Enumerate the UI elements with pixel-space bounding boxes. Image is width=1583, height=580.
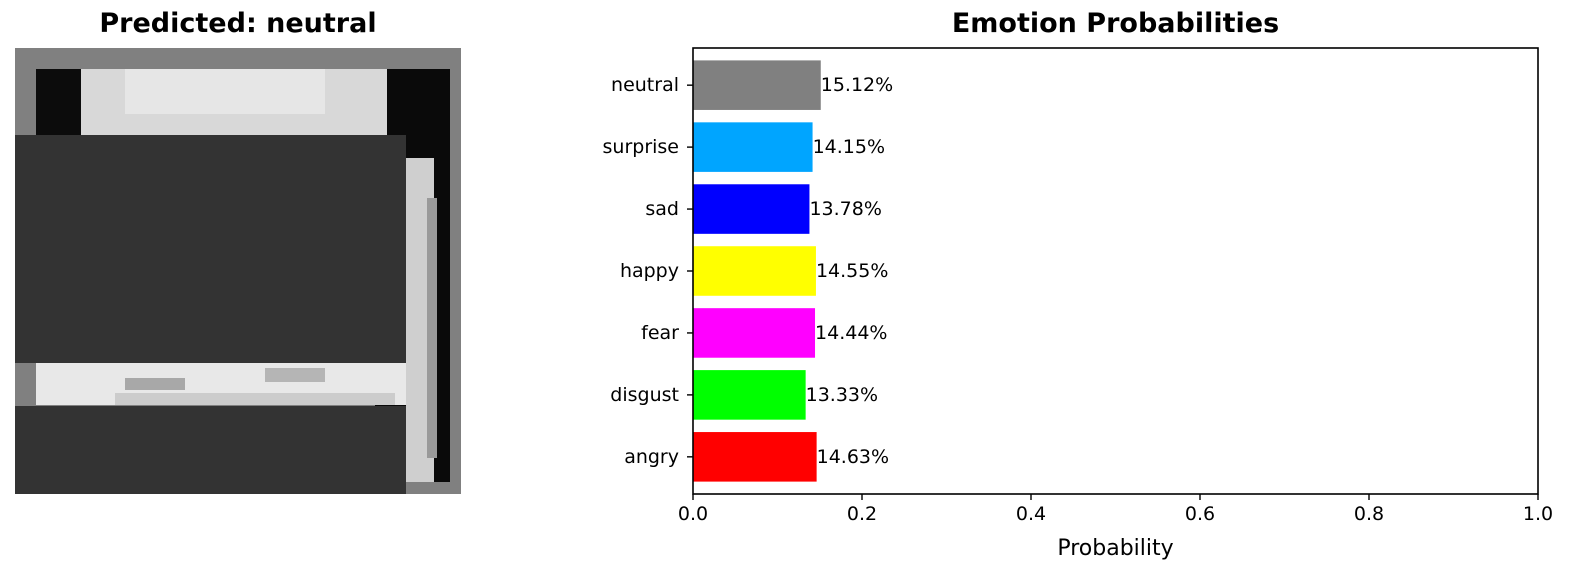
x-tick-label: 0.4 bbox=[1016, 503, 1046, 525]
data-label-disgust: 13.33% bbox=[806, 384, 878, 406]
ticks-layer: angry disgust fear happy sad surprise neutral 0… bbox=[603, 74, 1554, 525]
y-tick-label-sad: sad bbox=[645, 198, 679, 220]
bar-angry bbox=[693, 432, 817, 482]
data-label-surprise: 14.15% bbox=[813, 136, 885, 158]
x-tick-label: 0.6 bbox=[1185, 503, 1215, 525]
y-tick-label-angry: angry bbox=[624, 446, 679, 468]
bar-surprise bbox=[693, 122, 813, 172]
plot-frame bbox=[692, 47, 1539, 495]
bar-happy bbox=[693, 246, 816, 296]
data-label-neutral: 15.12% bbox=[821, 74, 893, 96]
y-tick-label-happy: happy bbox=[620, 260, 679, 282]
bars-layer: 14.63% 13.33% 14.44% 14.55% 13.78% 14.15% 15.1… bbox=[693, 60, 893, 482]
bar-fear bbox=[693, 308, 816, 358]
data-label-fear: 14.44% bbox=[815, 322, 887, 344]
x-tick-label: 0.0 bbox=[678, 503, 708, 525]
x-tick-label: 1.0 bbox=[1523, 503, 1553, 525]
face-image bbox=[15, 48, 461, 494]
data-label-sad: 13.78% bbox=[809, 198, 881, 220]
y-tick-label-surprise: surprise bbox=[603, 136, 680, 158]
data-label-happy: 14.55% bbox=[816, 260, 888, 282]
x-tick-label: 0.2 bbox=[847, 503, 877, 525]
x-axis-label: Probability bbox=[1057, 536, 1173, 561]
bar-disgust bbox=[693, 370, 806, 420]
y-tick-label-disgust: disgust bbox=[610, 384, 679, 406]
x-tick-label: 0.8 bbox=[1354, 503, 1384, 525]
y-tick-label-fear: fear bbox=[641, 322, 679, 344]
y-tick-label-neutral: neutral bbox=[611, 74, 679, 96]
chart-title: Emotion Probabilities bbox=[951, 8, 1280, 39]
bar-neutral bbox=[693, 60, 821, 110]
image-title: Predicted: neutral bbox=[99, 8, 377, 39]
bar-sad bbox=[693, 184, 810, 234]
data-label-angry: 14.63% bbox=[817, 446, 889, 468]
